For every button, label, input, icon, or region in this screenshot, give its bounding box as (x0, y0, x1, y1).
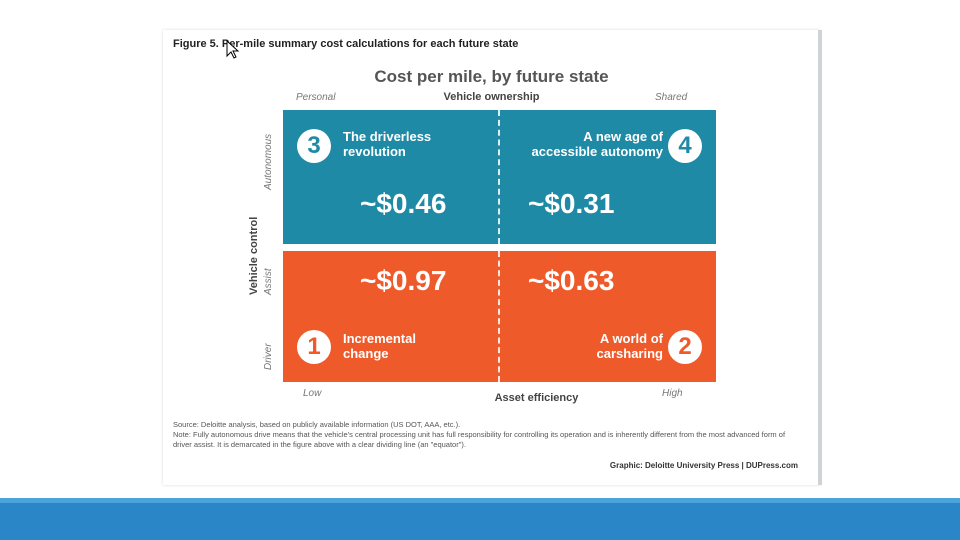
axis-label-low: Low (303, 388, 322, 399)
quadrant-4-label: A new age of accessible autonomy (531, 129, 664, 159)
quadrant-1-badge: 1 (297, 330, 331, 364)
quadrant-2-badge: 2 (668, 330, 702, 364)
figure-image: Figure 5. Per-mile summary cost calculat… (163, 30, 820, 485)
figure-title: Figure 5. Per-mile summary cost calculat… (173, 38, 519, 50)
quadrant-3-badge: 3 (297, 129, 331, 163)
ownership-divider (498, 251, 500, 382)
driver-panel: ~$0.97 1 Incremental change ~$0.63 2 A w… (283, 251, 716, 382)
axis-title-vehicle-control: Vehicle control (248, 216, 260, 295)
mouse-cursor-icon (226, 40, 240, 59)
quadrant-2-label: A world of carsharing (596, 331, 663, 361)
axis-title-asset-efficiency: Asset efficiency (494, 392, 579, 404)
axis-label-assist: Assist (263, 268, 274, 295)
axis-label-personal: Personal (296, 92, 336, 103)
chart-title: Cost per mile, by future state (374, 67, 609, 86)
note-text: Note: Fully autonomous drive means that … (173, 430, 786, 449)
figure-notes: Source: Deloitte analysis, based on publ… (173, 420, 793, 450)
quadrant-3-cost: ~$0.46 (360, 188, 447, 219)
axis-label-high: High (662, 388, 683, 399)
axis-label-autonomous: Autonomous (263, 133, 274, 190)
ownership-divider (498, 110, 500, 244)
slide-footer-bar (0, 498, 960, 540)
axis-label-shared: Shared (655, 92, 688, 103)
autonomous-panel: 3 The driverless revolution ~$0.46 4 A n… (283, 110, 716, 244)
quadrant-1-cost: ~$0.97 (360, 265, 447, 296)
quadrant-3-label: The driverless revolution (343, 129, 432, 159)
source-text: Source: Deloitte analysis, based on publ… (173, 420, 461, 429)
axis-title-vehicle-ownership: Vehicle ownership (443, 91, 540, 103)
image-edge (818, 30, 822, 485)
axis-label-driver: Driver (263, 343, 274, 370)
quadrant-1-label: Incremental change (343, 331, 416, 361)
quadrant-2-cost: ~$0.63 (528, 265, 615, 296)
quadrant-4-cost: ~$0.31 (528, 188, 615, 219)
slide-footer-accent (0, 498, 960, 503)
quadrant-4-badge: 4 (668, 129, 702, 163)
graphic-credit: Graphic: Deloitte University Press | DUP… (609, 461, 798, 470)
